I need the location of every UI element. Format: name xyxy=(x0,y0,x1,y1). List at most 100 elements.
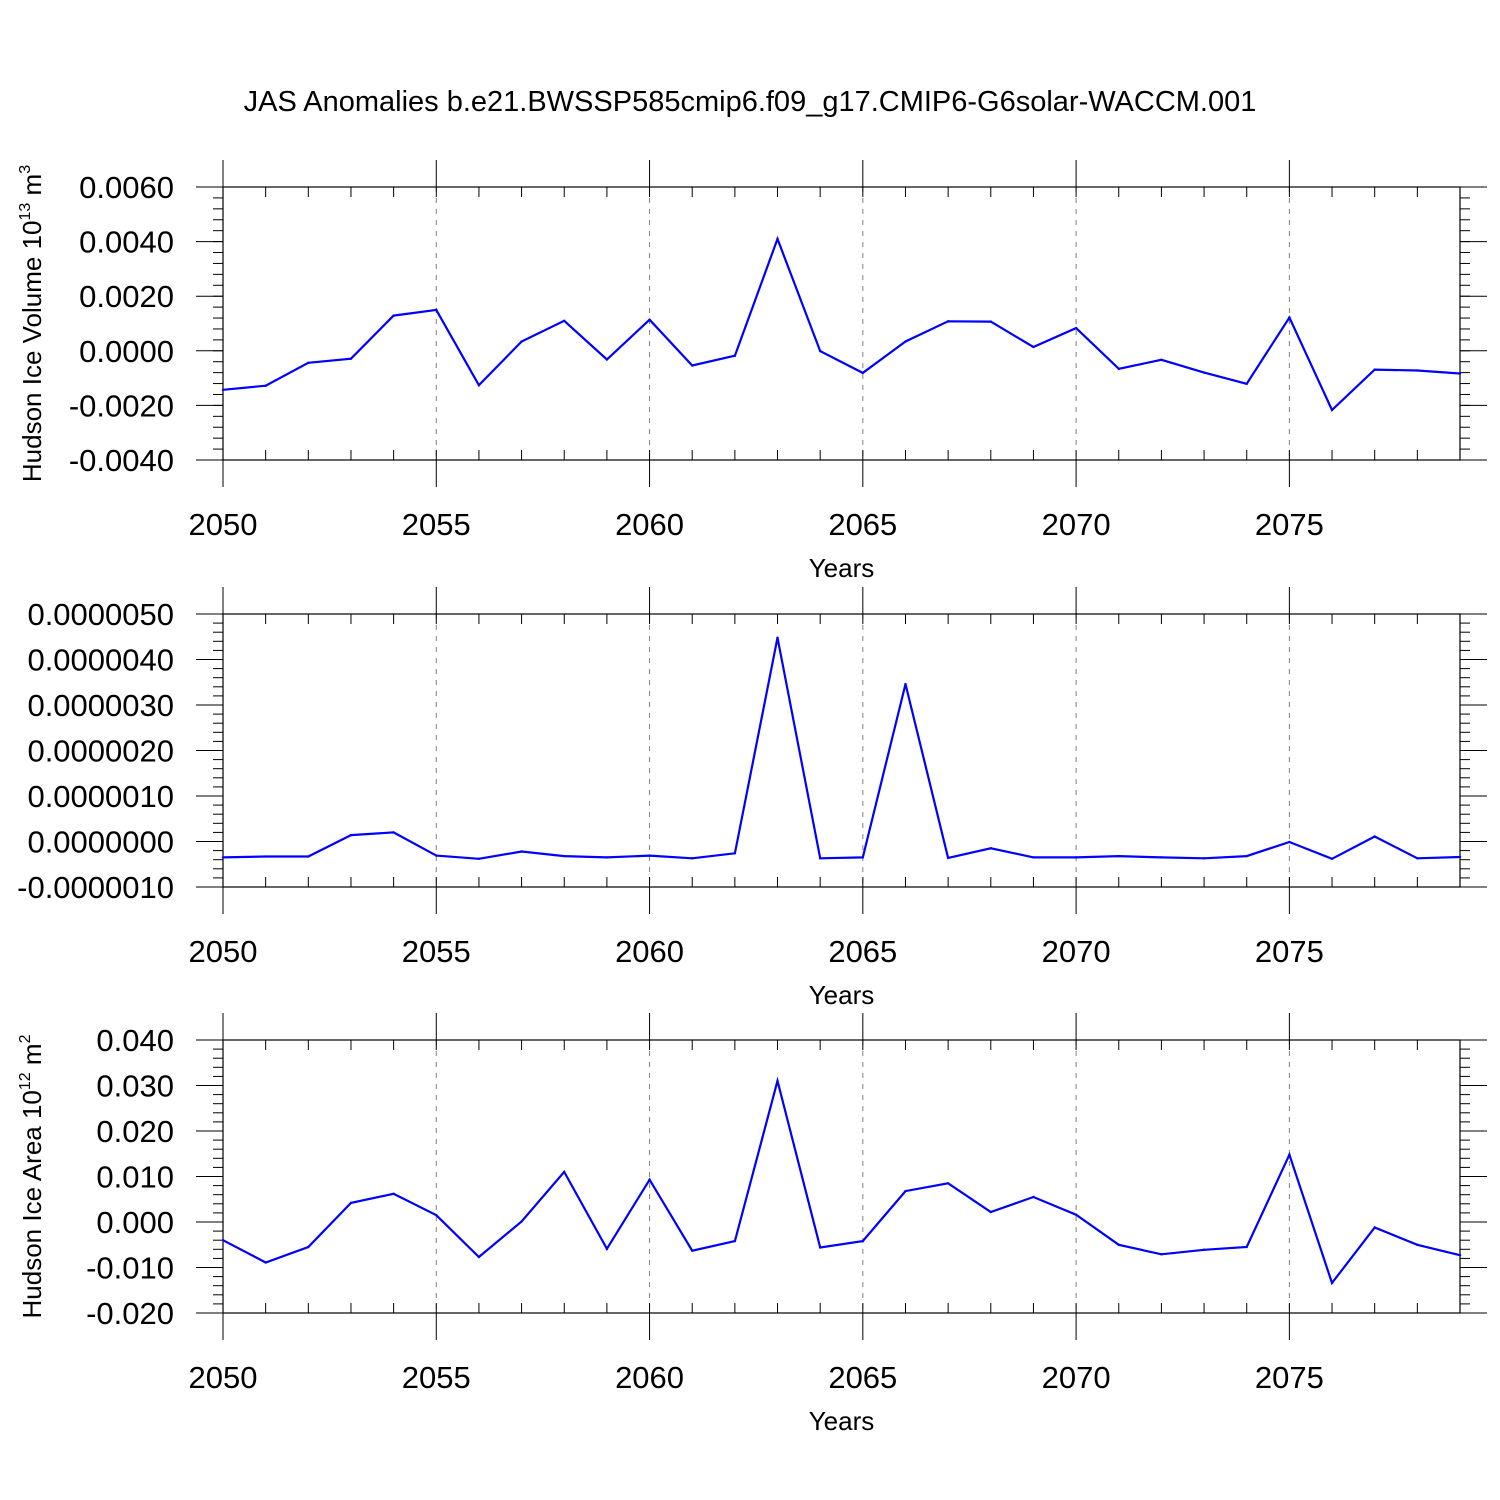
data-point xyxy=(392,1192,395,1195)
data-point xyxy=(307,1245,310,1249)
data-point xyxy=(1202,371,1206,374)
data-point xyxy=(1373,368,1376,371)
x-tick-label: 2075 xyxy=(1255,934,1324,969)
data-point xyxy=(392,831,395,834)
x-tick-label: 2060 xyxy=(615,507,684,542)
y-tick-label: 0.0000040 xyxy=(27,643,174,678)
data-point xyxy=(904,1189,907,1193)
data-point xyxy=(1245,854,1248,858)
x-tick-label: 2065 xyxy=(828,1360,897,1395)
data-point xyxy=(435,1213,438,1217)
data-point xyxy=(221,856,225,859)
data-point xyxy=(818,1246,822,1249)
y-tick-label: 0.0040 xyxy=(79,225,174,260)
data-point xyxy=(563,319,566,322)
x-axis-label: Years xyxy=(809,1406,875,1433)
data-point xyxy=(989,847,992,850)
data-point xyxy=(1373,1226,1376,1229)
data-point xyxy=(1160,358,1163,362)
data-point xyxy=(1117,1243,1120,1246)
data-point xyxy=(1117,367,1120,371)
series-line xyxy=(222,1076,1461,1286)
data-point xyxy=(904,340,907,343)
y-tick-label: 0.000 xyxy=(96,1205,174,1240)
data-point xyxy=(648,854,651,857)
data-point xyxy=(1288,316,1291,319)
data-point xyxy=(1202,1248,1206,1251)
x-tick-label: 2070 xyxy=(1042,1360,1111,1395)
x-tick-label: 2050 xyxy=(189,934,258,969)
y-tick-label: 0.040 xyxy=(96,1023,174,1058)
data-point xyxy=(520,340,523,343)
data-point xyxy=(1416,857,1419,860)
data-point xyxy=(1032,1195,1035,1199)
x-axis-label: Years xyxy=(809,980,875,1007)
data-point xyxy=(861,371,865,375)
data-point xyxy=(1458,372,1462,375)
data-point xyxy=(904,682,907,686)
data-point xyxy=(435,854,438,857)
data-point xyxy=(1074,326,1078,330)
data-point xyxy=(1416,369,1419,372)
data-point xyxy=(1032,856,1035,859)
data-point xyxy=(989,320,992,323)
data-point xyxy=(776,237,779,241)
data-point xyxy=(520,850,523,853)
plot-frame xyxy=(222,613,1461,888)
x-tick-label: 2075 xyxy=(1255,507,1324,542)
data-point xyxy=(221,388,225,392)
data-point xyxy=(1160,1253,1163,1256)
data-point xyxy=(946,320,950,323)
y-tick-label: 0.020 xyxy=(96,1114,174,1149)
data-point xyxy=(221,1239,225,1242)
data-point xyxy=(520,1220,523,1223)
data-point xyxy=(1074,1213,1078,1216)
data-point xyxy=(349,357,353,360)
x-tick-label: 2055 xyxy=(402,1360,471,1395)
data-point xyxy=(733,1239,737,1243)
x-tick-label: 2055 xyxy=(402,934,471,969)
data-point xyxy=(1330,408,1334,412)
y-axis-label: Hudson Ice Area 1012 m2 xyxy=(17,1034,47,1318)
plot-frame xyxy=(222,1039,1461,1314)
data-point xyxy=(691,857,694,860)
data-point xyxy=(349,1201,353,1205)
data-point xyxy=(818,349,822,353)
y-tick-label: -0.0000010 xyxy=(17,870,174,905)
y-tick-label: 0.0060 xyxy=(79,170,174,205)
y-tick-label: 0.030 xyxy=(96,1069,174,1104)
x-tick-label: 2075 xyxy=(1255,1360,1324,1395)
x-tick-label: 2060 xyxy=(615,934,684,969)
data-point xyxy=(691,1249,694,1252)
data-point xyxy=(349,833,353,837)
y-tick-label: -0.0040 xyxy=(69,443,174,478)
data-point xyxy=(733,354,737,357)
data-point xyxy=(861,1239,865,1243)
data-point xyxy=(733,852,737,855)
y-tick-label: -0.020 xyxy=(86,1296,174,1331)
data-point xyxy=(946,856,950,860)
y-tick-label: 0.0020 xyxy=(79,279,174,314)
data-point xyxy=(1458,855,1462,859)
y-tick-label: 0.0000010 xyxy=(27,779,174,814)
data-point xyxy=(477,1255,481,1259)
series-line xyxy=(222,637,1461,861)
data-point xyxy=(264,384,267,387)
x-tick-label: 2050 xyxy=(189,507,258,542)
y-tick-label: -0.0020 xyxy=(69,388,174,423)
data-point xyxy=(477,857,481,860)
y-axis-label: Hudson Ice Volume 1013 m3 xyxy=(17,165,47,482)
data-point xyxy=(477,383,481,387)
data-point xyxy=(1330,1281,1334,1285)
data-point xyxy=(435,308,438,312)
x-tick-label: 2055 xyxy=(402,507,471,542)
data-point xyxy=(264,855,267,858)
data-point xyxy=(1160,856,1163,859)
y-tick-label: 0.0000050 xyxy=(27,597,174,632)
data-point xyxy=(1458,1254,1462,1257)
y-tick-label: 0.010 xyxy=(96,1160,174,1195)
data-point xyxy=(776,636,779,639)
data-point xyxy=(648,1178,651,1181)
data-point xyxy=(691,364,694,367)
x-tick-label: 2065 xyxy=(828,934,897,969)
